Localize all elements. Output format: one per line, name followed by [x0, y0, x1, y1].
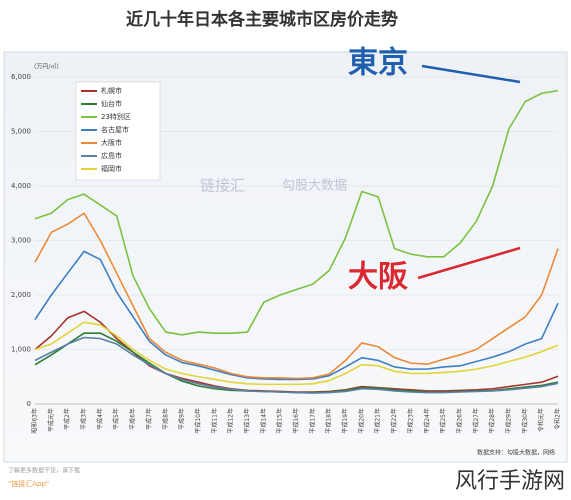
y-tick-label: 2,000 [11, 291, 31, 299]
legend-label: 福岡市 [101, 164, 122, 173]
annotation-arrow [417, 246, 521, 280]
x-tick-label: 平成20年 [357, 408, 365, 434]
annotation: 大阪 [348, 260, 408, 295]
x-tick-label: 平成27年 [472, 408, 480, 434]
x-tick-label: 平成30年 [521, 408, 529, 434]
x-tick-label: 平成28年 [488, 408, 496, 434]
x-tick-label: 平成22年 [390, 408, 398, 434]
footer-text: 了解更多数据干货，请下载 [8, 467, 80, 475]
x-tick-label: 平成13年 [243, 408, 251, 434]
x-tick-label: 平成19年 [341, 408, 349, 434]
x-tick-label: 平成26年 [455, 408, 463, 434]
brand: 风行手游网 [455, 469, 565, 494]
x-tick-label: 平成21年 [374, 408, 382, 434]
x-tick-label: 平成15年 [276, 408, 284, 434]
footer-text: "链接汇App" [8, 479, 49, 488]
x-tick-label: 平成23年 [406, 408, 414, 434]
series-line [34, 89, 559, 336]
x-tick-label: 平成10年 [194, 408, 202, 434]
legend-label: 札幌市 [101, 86, 122, 95]
legend-label: 23特別区 [101, 112, 131, 121]
legend-label: 大阪市 [101, 138, 122, 147]
x-tick-label: 平成7年 [145, 408, 153, 430]
source: 数据支持：勾股大数据，网络 [477, 449, 555, 457]
x-tick-label: 平成2年 [63, 408, 71, 430]
watermark: 链接汇 [200, 177, 245, 195]
y-tick-label: 5,000 [11, 128, 31, 136]
x-tick-label: 平成8年 [161, 408, 169, 430]
y-tick-label: 6,000 [11, 73, 31, 81]
series-line [34, 321, 559, 386]
x-tick-label: 平成17年 [308, 408, 316, 434]
legend-label: 広島市 [101, 151, 122, 160]
x-tick-label: 平成3年 [80, 408, 88, 430]
y-axis-label: (万円/㎡) [34, 63, 59, 71]
x-tick-label: 平成18年 [325, 408, 333, 434]
x-tick-label: 平成12年 [227, 408, 235, 434]
x-tick-label: 昭和63年 [31, 408, 39, 434]
y-tick-label: 1,000 [11, 346, 31, 354]
x-tick-label: 平成16年 [292, 408, 300, 434]
x-tick-label: 平成29年 [504, 408, 512, 434]
x-tick-label: 平成24年 [423, 408, 431, 434]
x-tick-label: 平成6年 [129, 408, 137, 430]
x-tick-label: 令和2年 [554, 408, 562, 430]
y-tick-label: 4,000 [11, 182, 31, 190]
legend-label: 名古屋市 [101, 125, 129, 134]
y-tick-label: 3,000 [11, 237, 31, 245]
x-tick-label: 平成4年 [96, 408, 104, 430]
y-tick-label: 0 [27, 400, 31, 408]
x-tick-label: 令和元年 [537, 408, 545, 432]
series-line [34, 250, 559, 381]
x-tick-label: 平成25年 [439, 408, 447, 434]
legend-label: 仙台市 [101, 99, 122, 108]
x-tick-label: 平成11年 [210, 408, 218, 434]
chart-title: 近几十年日本各主要城市区房价走势 [126, 9, 398, 30]
annotation-arrow [421, 64, 521, 84]
x-tick-label: 平成9年 [178, 408, 186, 430]
annotation: 東京 [348, 46, 408, 81]
x-tick-label: 平成元年 [47, 408, 55, 432]
x-tick-label: 平成14年 [259, 408, 267, 434]
x-tick-label: 平成5年 [112, 408, 120, 430]
series-line [34, 336, 559, 394]
series-line [34, 212, 559, 380]
